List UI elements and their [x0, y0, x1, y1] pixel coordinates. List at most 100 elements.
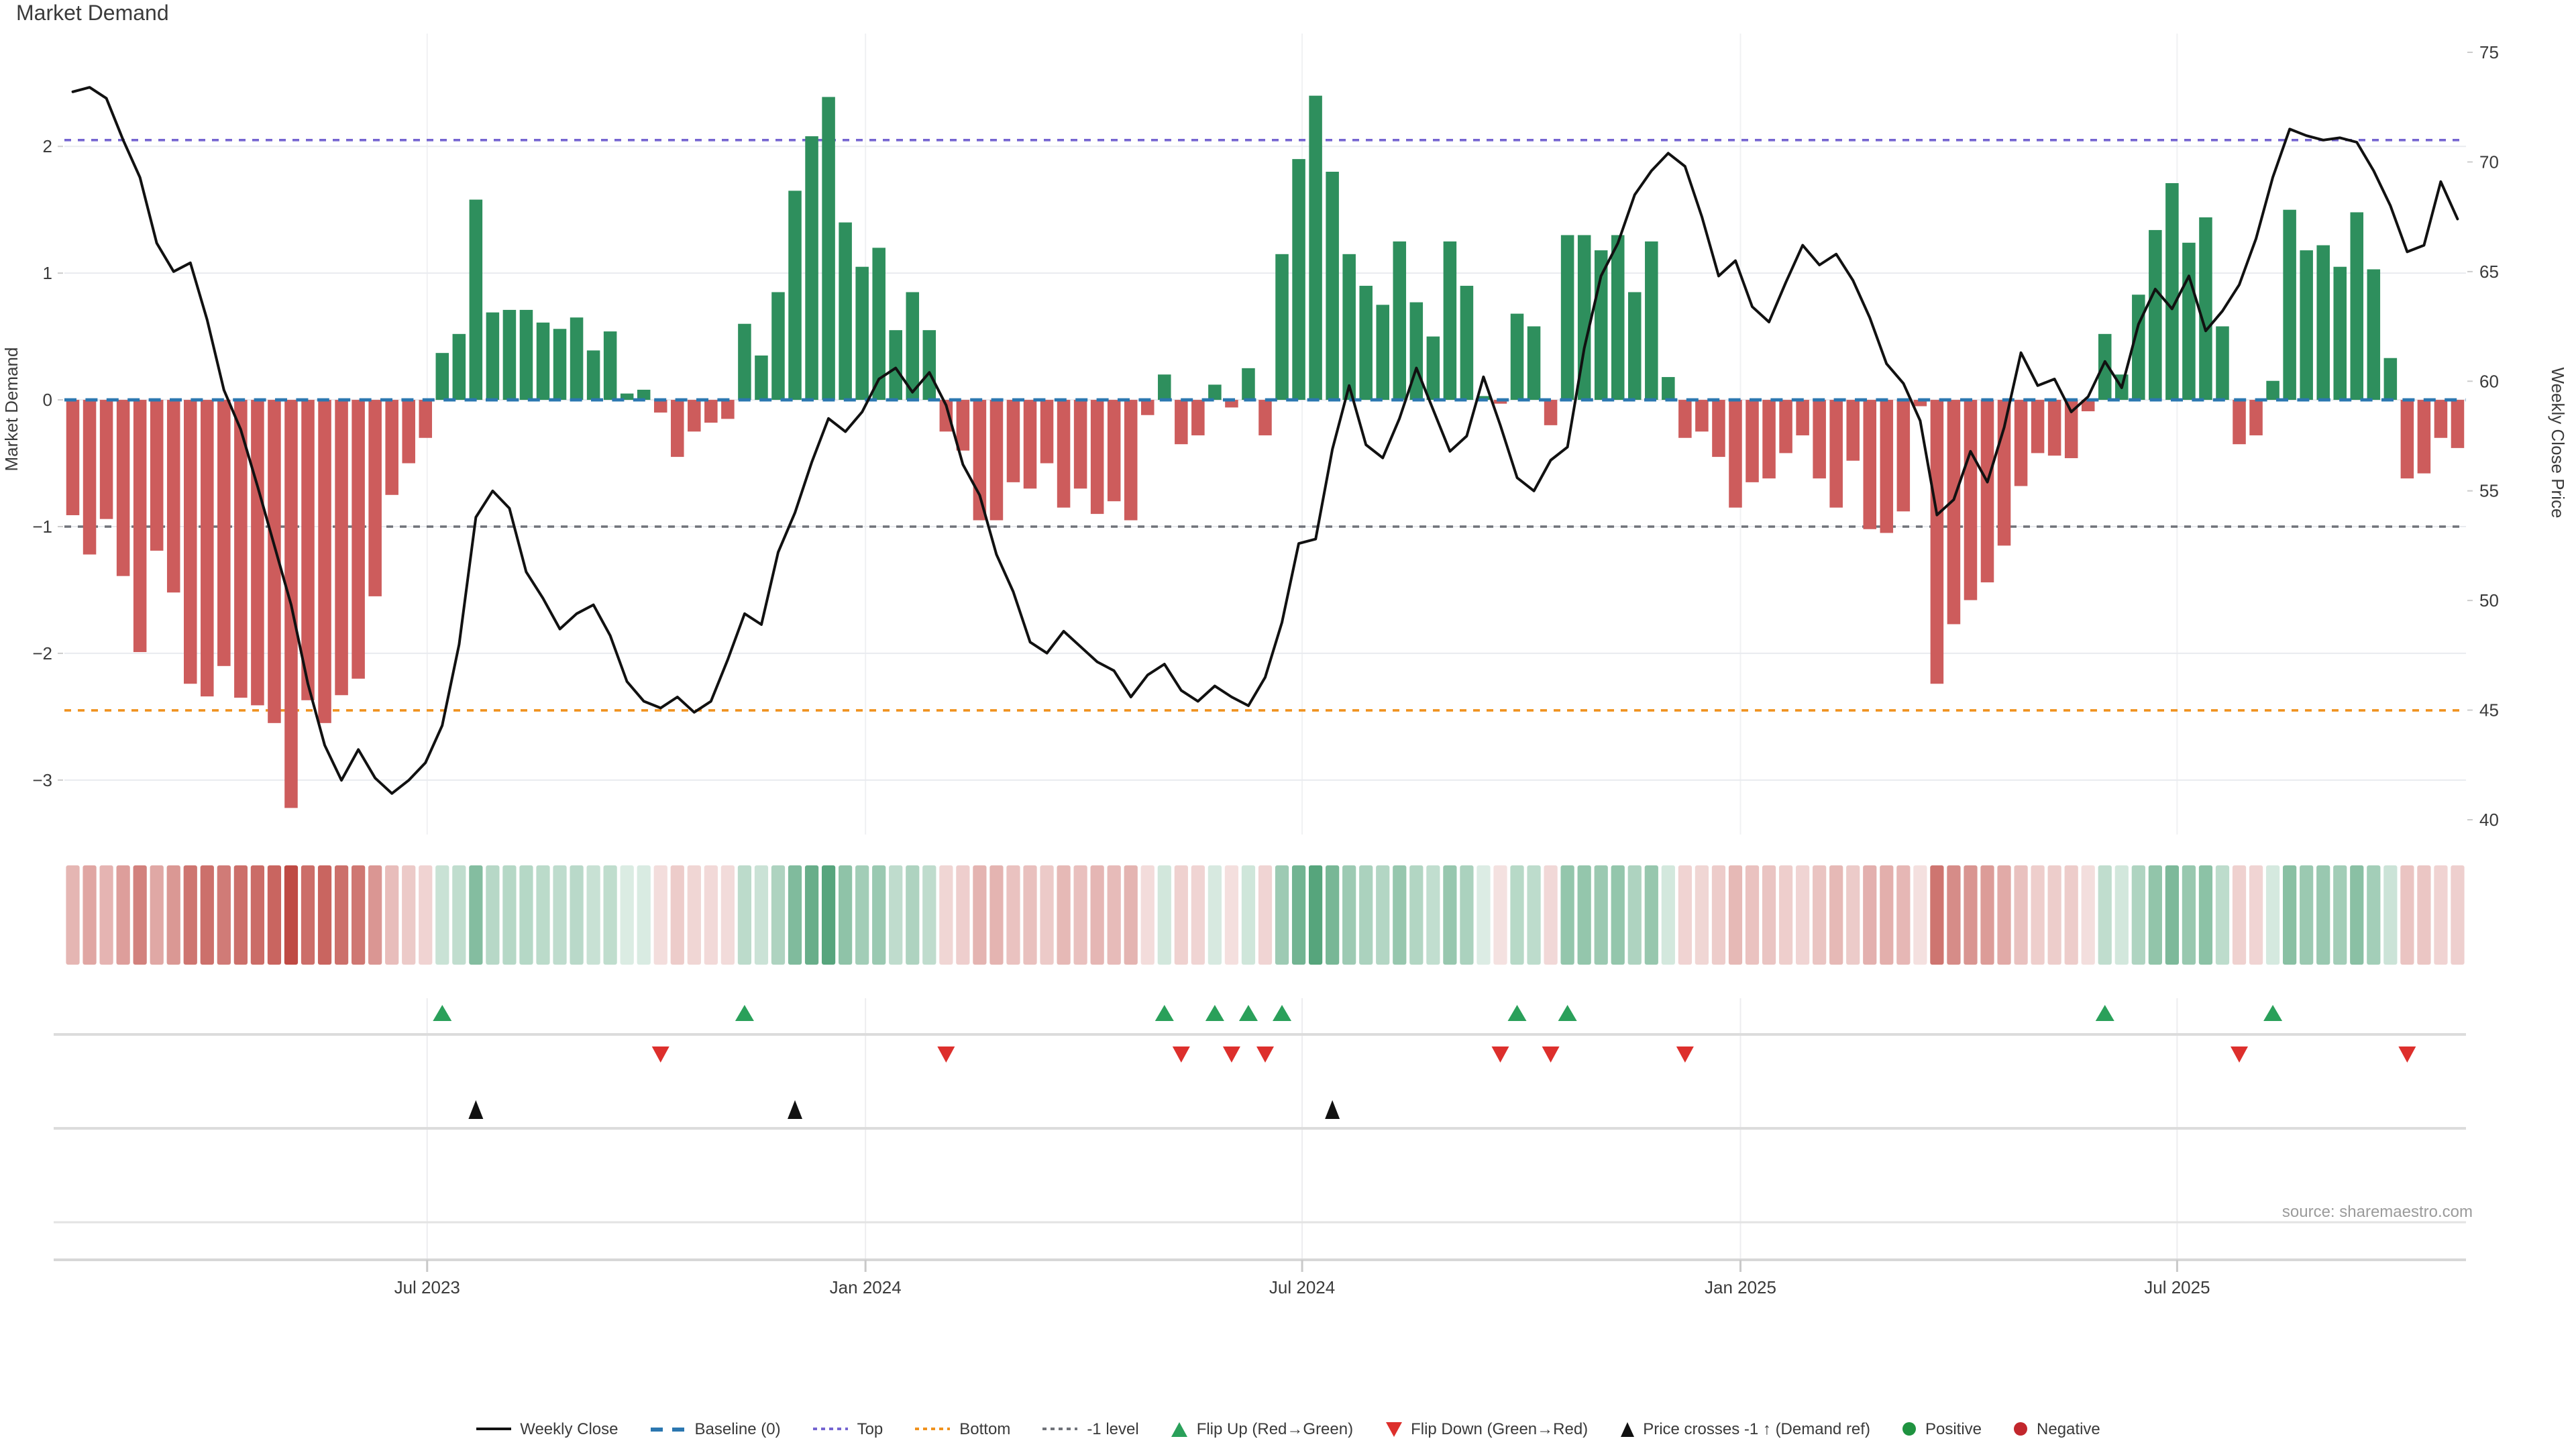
demand-bar [402, 400, 415, 464]
demand-bar [1175, 400, 1188, 445]
weekly-close-line [71, 86, 2459, 795]
demand-bar [2367, 269, 2381, 400]
heatmap-cell [1560, 865, 1574, 965]
heatmap-cell [116, 865, 130, 965]
heatmap-cell [250, 865, 265, 965]
legend-item-bottom: Bottom [915, 1419, 1010, 1438]
flip-up-marker [1507, 1005, 1527, 1021]
heatmap-cell [1191, 865, 1205, 965]
weekly-close-swatch-icon [476, 1428, 511, 1430]
demand-bar [889, 330, 902, 400]
demand-bar [2098, 333, 2112, 400]
right-axis-tick: 40 [2479, 810, 2499, 830]
market-demand-chart: 2 1 0 −1 −2 −3 75 70 65 60 55 50 45 40 Jul 2023 Jan 202… [1, 34, 2568, 1297]
heatmap-cell [788, 865, 802, 965]
demand-bar [1527, 326, 1541, 400]
heatmap-cell [2383, 865, 2398, 965]
heatmap-cell [989, 865, 1004, 965]
heatmap-cell [1813, 865, 1827, 965]
demand-bar [2233, 400, 2246, 445]
heatmap-cell [2064, 865, 2078, 965]
demand-bar [1040, 400, 1054, 464]
heatmap-cell [2198, 865, 2213, 965]
heatmap-cell [1460, 865, 1474, 965]
heatmap-cell [233, 865, 248, 965]
heatmap-cell [1896, 865, 1911, 965]
heatmap-cell [183, 865, 197, 965]
legend-item-minus-one: -1 level [1042, 1419, 1139, 1438]
heatmap-cell [267, 865, 282, 965]
demand-bar [2132, 294, 2145, 400]
demand-bar [570, 317, 584, 400]
legend-item-flip-up: Flip Up (Red→Green) [1171, 1419, 1353, 1438]
x-axis-tick-label: Jul 2023 [394, 1277, 460, 1297]
demand-bar [2383, 358, 2398, 400]
demand-bar [1140, 400, 1155, 415]
heatmap-cell [502, 865, 517, 965]
demand-bar [1342, 254, 1356, 400]
demand-bar [2316, 245, 2330, 400]
heatmap-cell [368, 865, 382, 965]
x-axis-tick-label: Jan 2024 [830, 1277, 902, 1297]
flip-down-marker [1256, 1046, 1274, 1063]
heatmap-cell [133, 865, 147, 965]
heatmap-cell [2182, 865, 2196, 965]
heatmap-cell [2451, 865, 2465, 965]
demand-bar [2434, 400, 2448, 438]
heatmap-cell [1544, 865, 1558, 965]
x-axis-tick-label: Jul 2024 [1269, 1277, 1335, 1297]
heatmap-cell [1796, 865, 1810, 965]
demand-bar [1057, 400, 1071, 508]
heatmap-cell [1913, 865, 1927, 965]
demand-bar [368, 400, 382, 596]
demand-bar [234, 400, 248, 698]
heatmap-cell [973, 865, 987, 965]
legend-item-label: Weekly Close [520, 1419, 619, 1438]
legend-item-price-cross: Price crosses -1 ↑ (Demand ref) [1620, 1419, 1870, 1438]
heatmap-cell [2098, 865, 2112, 965]
heatmap-cell [2014, 865, 2028, 965]
heatmap-cell [2400, 865, 2414, 965]
demand-bar [2081, 400, 2095, 412]
legend-item-label: Baseline (0) [694, 1419, 781, 1438]
flip-down-marker [1676, 1046, 1694, 1063]
demand-bar [1006, 400, 1020, 482]
demand-bar [2031, 400, 2045, 453]
heatmap-cell [1846, 865, 1860, 965]
heatmap-cell [2283, 865, 2297, 965]
heatmap-cell [469, 865, 483, 965]
heatmap-cell [1040, 865, 1054, 965]
heatmap-cell [1477, 865, 1491, 965]
demand-bars [66, 95, 2465, 808]
top-swatch-icon [812, 1427, 848, 1431]
heatmap-cell [317, 865, 332, 965]
demand-bar [352, 400, 365, 679]
signal-marker-rows [54, 1005, 2466, 1224]
demand-bar [1729, 400, 1742, 508]
heatmap-cell [804, 865, 819, 965]
left-axis-tick: −1 [32, 517, 52, 537]
heatmap-cell [1393, 865, 1407, 965]
heatmap-cell [670, 865, 684, 965]
demand-bar [637, 389, 651, 400]
demand-bar [2216, 326, 2229, 400]
heatmap-cell [1997, 865, 2011, 965]
heatmap-cell [906, 865, 920, 965]
demand-bar [939, 400, 953, 432]
flip-up-marker [1238, 1005, 1258, 1021]
price-cross-swatch-icon [1620, 1421, 1634, 1436]
heatmap-cell [1745, 865, 1760, 965]
demand-bar [1964, 400, 1978, 600]
demand-bar [1712, 400, 1725, 458]
heatmap-cell [2300, 865, 2314, 965]
demand-bar [1258, 400, 1272, 435]
legend-item-label: Flip Up (Red→Green) [1196, 1419, 1354, 1438]
heatmap-cell [536, 865, 550, 965]
demand-bar [2417, 400, 2431, 474]
demand-bar [99, 400, 113, 519]
heatmap-cell [2417, 865, 2431, 965]
demand-bar [2400, 400, 2414, 479]
flip-up-marker [433, 1005, 452, 1021]
demand-bar [586, 350, 600, 400]
demand-bar [2199, 217, 2212, 400]
